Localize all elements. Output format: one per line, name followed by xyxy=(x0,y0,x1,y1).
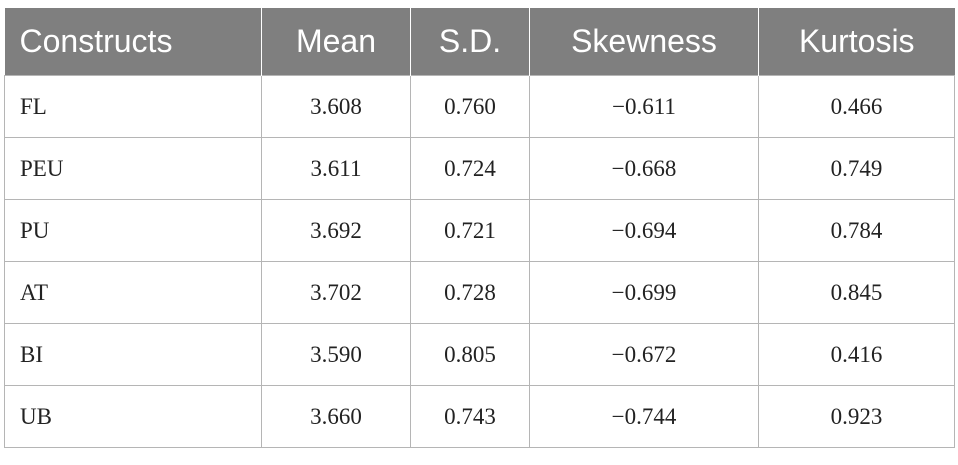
cell-sd: 0.760 xyxy=(410,75,530,138)
cell-sd: 0.721 xyxy=(410,199,530,262)
cell-mean: 3.611 xyxy=(261,137,411,200)
header-constructs: Constructs xyxy=(4,8,262,76)
cell-kurtosis: 0.923 xyxy=(758,385,955,448)
cell-skewness: −0.668 xyxy=(529,137,759,200)
table-body: FL 3.608 0.760 −0.611 0.466 PEU 3.611 0.… xyxy=(4,75,955,448)
cell-construct: PU xyxy=(4,199,262,262)
descriptive-statistics-table-container: Constructs Mean S.D. Skewness Kurtosis F… xyxy=(4,8,955,448)
table-row: FL 3.608 0.760 −0.611 0.466 xyxy=(4,75,955,138)
header-skewness: Skewness xyxy=(529,8,759,76)
cell-skewness: −0.611 xyxy=(529,75,759,138)
cell-skewness: −0.699 xyxy=(529,261,759,324)
cell-sd: 0.728 xyxy=(410,261,530,324)
table-row: AT 3.702 0.728 −0.699 0.845 xyxy=(4,261,955,324)
cell-kurtosis: 0.749 xyxy=(758,137,955,200)
header-kurtosis: Kurtosis xyxy=(758,8,955,76)
cell-construct: FL xyxy=(4,75,262,138)
header-row: Constructs Mean S.D. Skewness Kurtosis xyxy=(4,8,955,76)
header-sd: S.D. xyxy=(410,8,530,76)
cell-mean: 3.660 xyxy=(261,385,411,448)
cell-skewness: −0.672 xyxy=(529,323,759,386)
table-row: BI 3.590 0.805 −0.672 0.416 xyxy=(4,323,955,386)
cell-skewness: −0.694 xyxy=(529,199,759,262)
cell-kurtosis: 0.416 xyxy=(758,323,955,386)
cell-construct: AT xyxy=(4,261,262,324)
cell-sd: 0.743 xyxy=(410,385,530,448)
cell-kurtosis: 0.845 xyxy=(758,261,955,324)
cell-construct: UB xyxy=(4,385,262,448)
table-header: Constructs Mean S.D. Skewness Kurtosis xyxy=(4,8,955,76)
cell-skewness: −0.744 xyxy=(529,385,759,448)
cell-sd: 0.805 xyxy=(410,323,530,386)
cell-mean: 3.608 xyxy=(261,75,411,138)
cell-kurtosis: 0.466 xyxy=(758,75,955,138)
cell-construct: BI xyxy=(4,323,262,386)
cell-mean: 3.692 xyxy=(261,199,411,262)
descriptive-statistics-table: Constructs Mean S.D. Skewness Kurtosis F… xyxy=(4,8,955,448)
cell-mean: 3.702 xyxy=(261,261,411,324)
table-row: PEU 3.611 0.724 −0.668 0.749 xyxy=(4,137,955,200)
cell-mean: 3.590 xyxy=(261,323,411,386)
cell-construct: PEU xyxy=(4,137,262,200)
table-row: PU 3.692 0.721 −0.694 0.784 xyxy=(4,199,955,262)
table-row: UB 3.660 0.743 −0.744 0.923 xyxy=(4,385,955,448)
header-mean: Mean xyxy=(261,8,411,76)
cell-kurtosis: 0.784 xyxy=(758,199,955,262)
cell-sd: 0.724 xyxy=(410,137,530,200)
